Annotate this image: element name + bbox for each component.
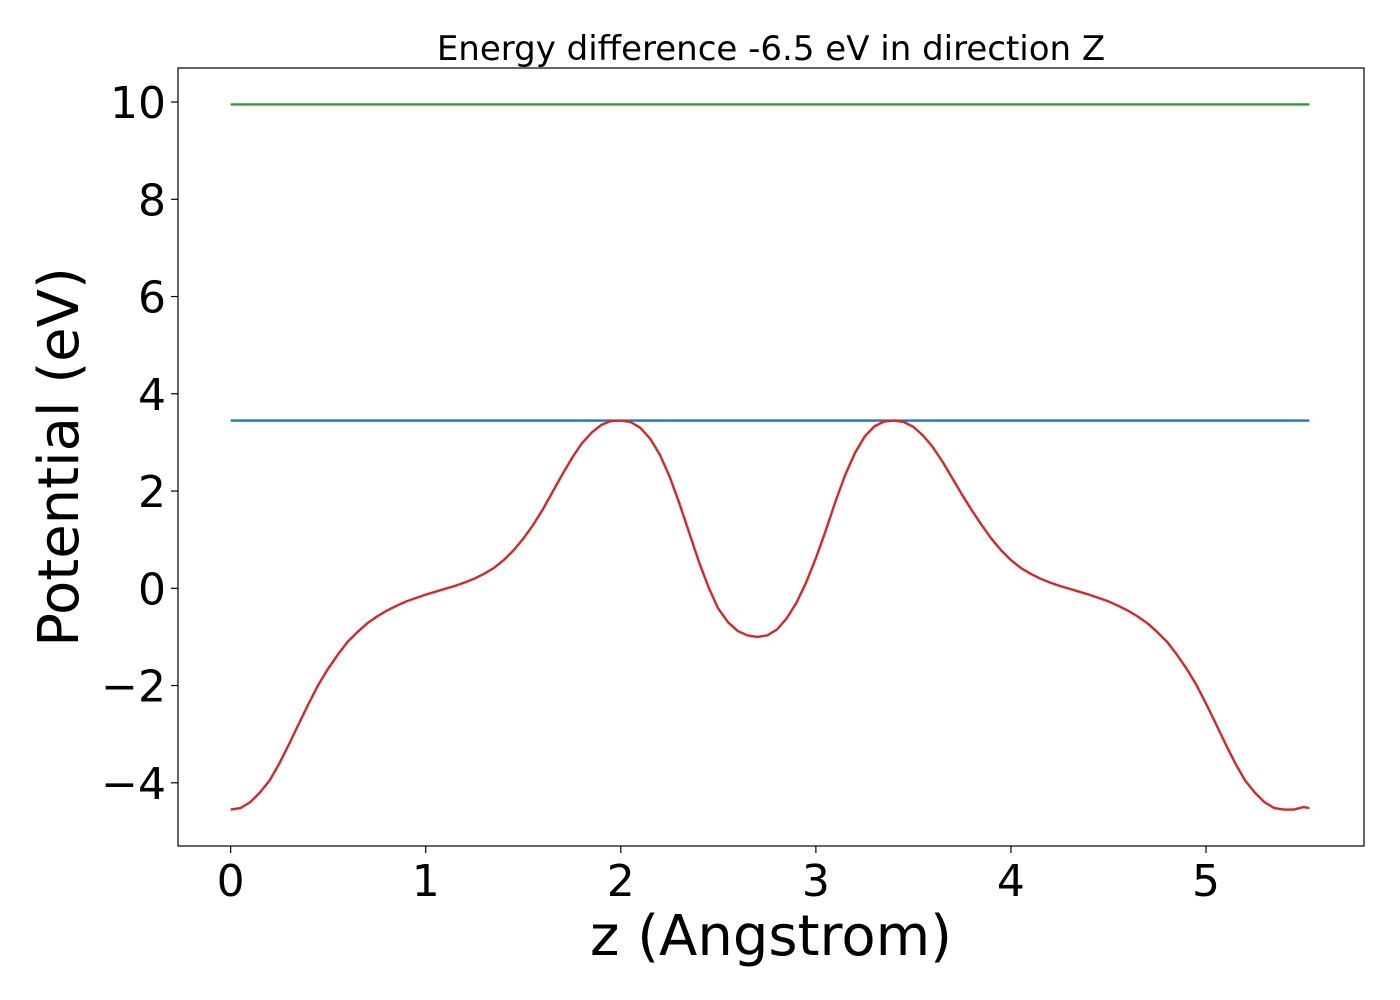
series-layer <box>230 103 1310 811</box>
y-tick-label: 6 <box>138 273 166 324</box>
y-tick-label: 0 <box>138 564 166 615</box>
x-axis: 0 1 2 3 4 5 <box>217 846 1220 907</box>
x-tick-label: 3 <box>802 856 830 907</box>
y-tick-label: 2 <box>138 467 166 518</box>
y-tick-label: −2 <box>101 662 166 713</box>
y-tick-label: 8 <box>138 175 166 226</box>
x-axis-label: z (Angstrom) <box>590 904 952 969</box>
plot-frame <box>177 67 1365 847</box>
y-axis-label: Potential (eV) <box>27 267 92 647</box>
plot-area <box>178 68 1364 846</box>
x-tick-label: 0 <box>217 856 245 907</box>
x-tick-label: 1 <box>412 856 440 907</box>
y-tick-label: −4 <box>101 759 166 810</box>
series-line-2 <box>230 419 1310 811</box>
x-tick-label: 4 <box>997 856 1025 907</box>
x-tick-label: 2 <box>607 856 635 907</box>
x-tick-label: 5 <box>1192 856 1220 907</box>
y-tick-label: 10 <box>110 78 166 129</box>
y-tick-label: 4 <box>138 370 166 421</box>
chart-title: Energy difference -6.5 eV in direction Z <box>437 29 1105 69</box>
y-axis: −4 −2 0 2 4 6 8 10 <box>101 78 178 810</box>
